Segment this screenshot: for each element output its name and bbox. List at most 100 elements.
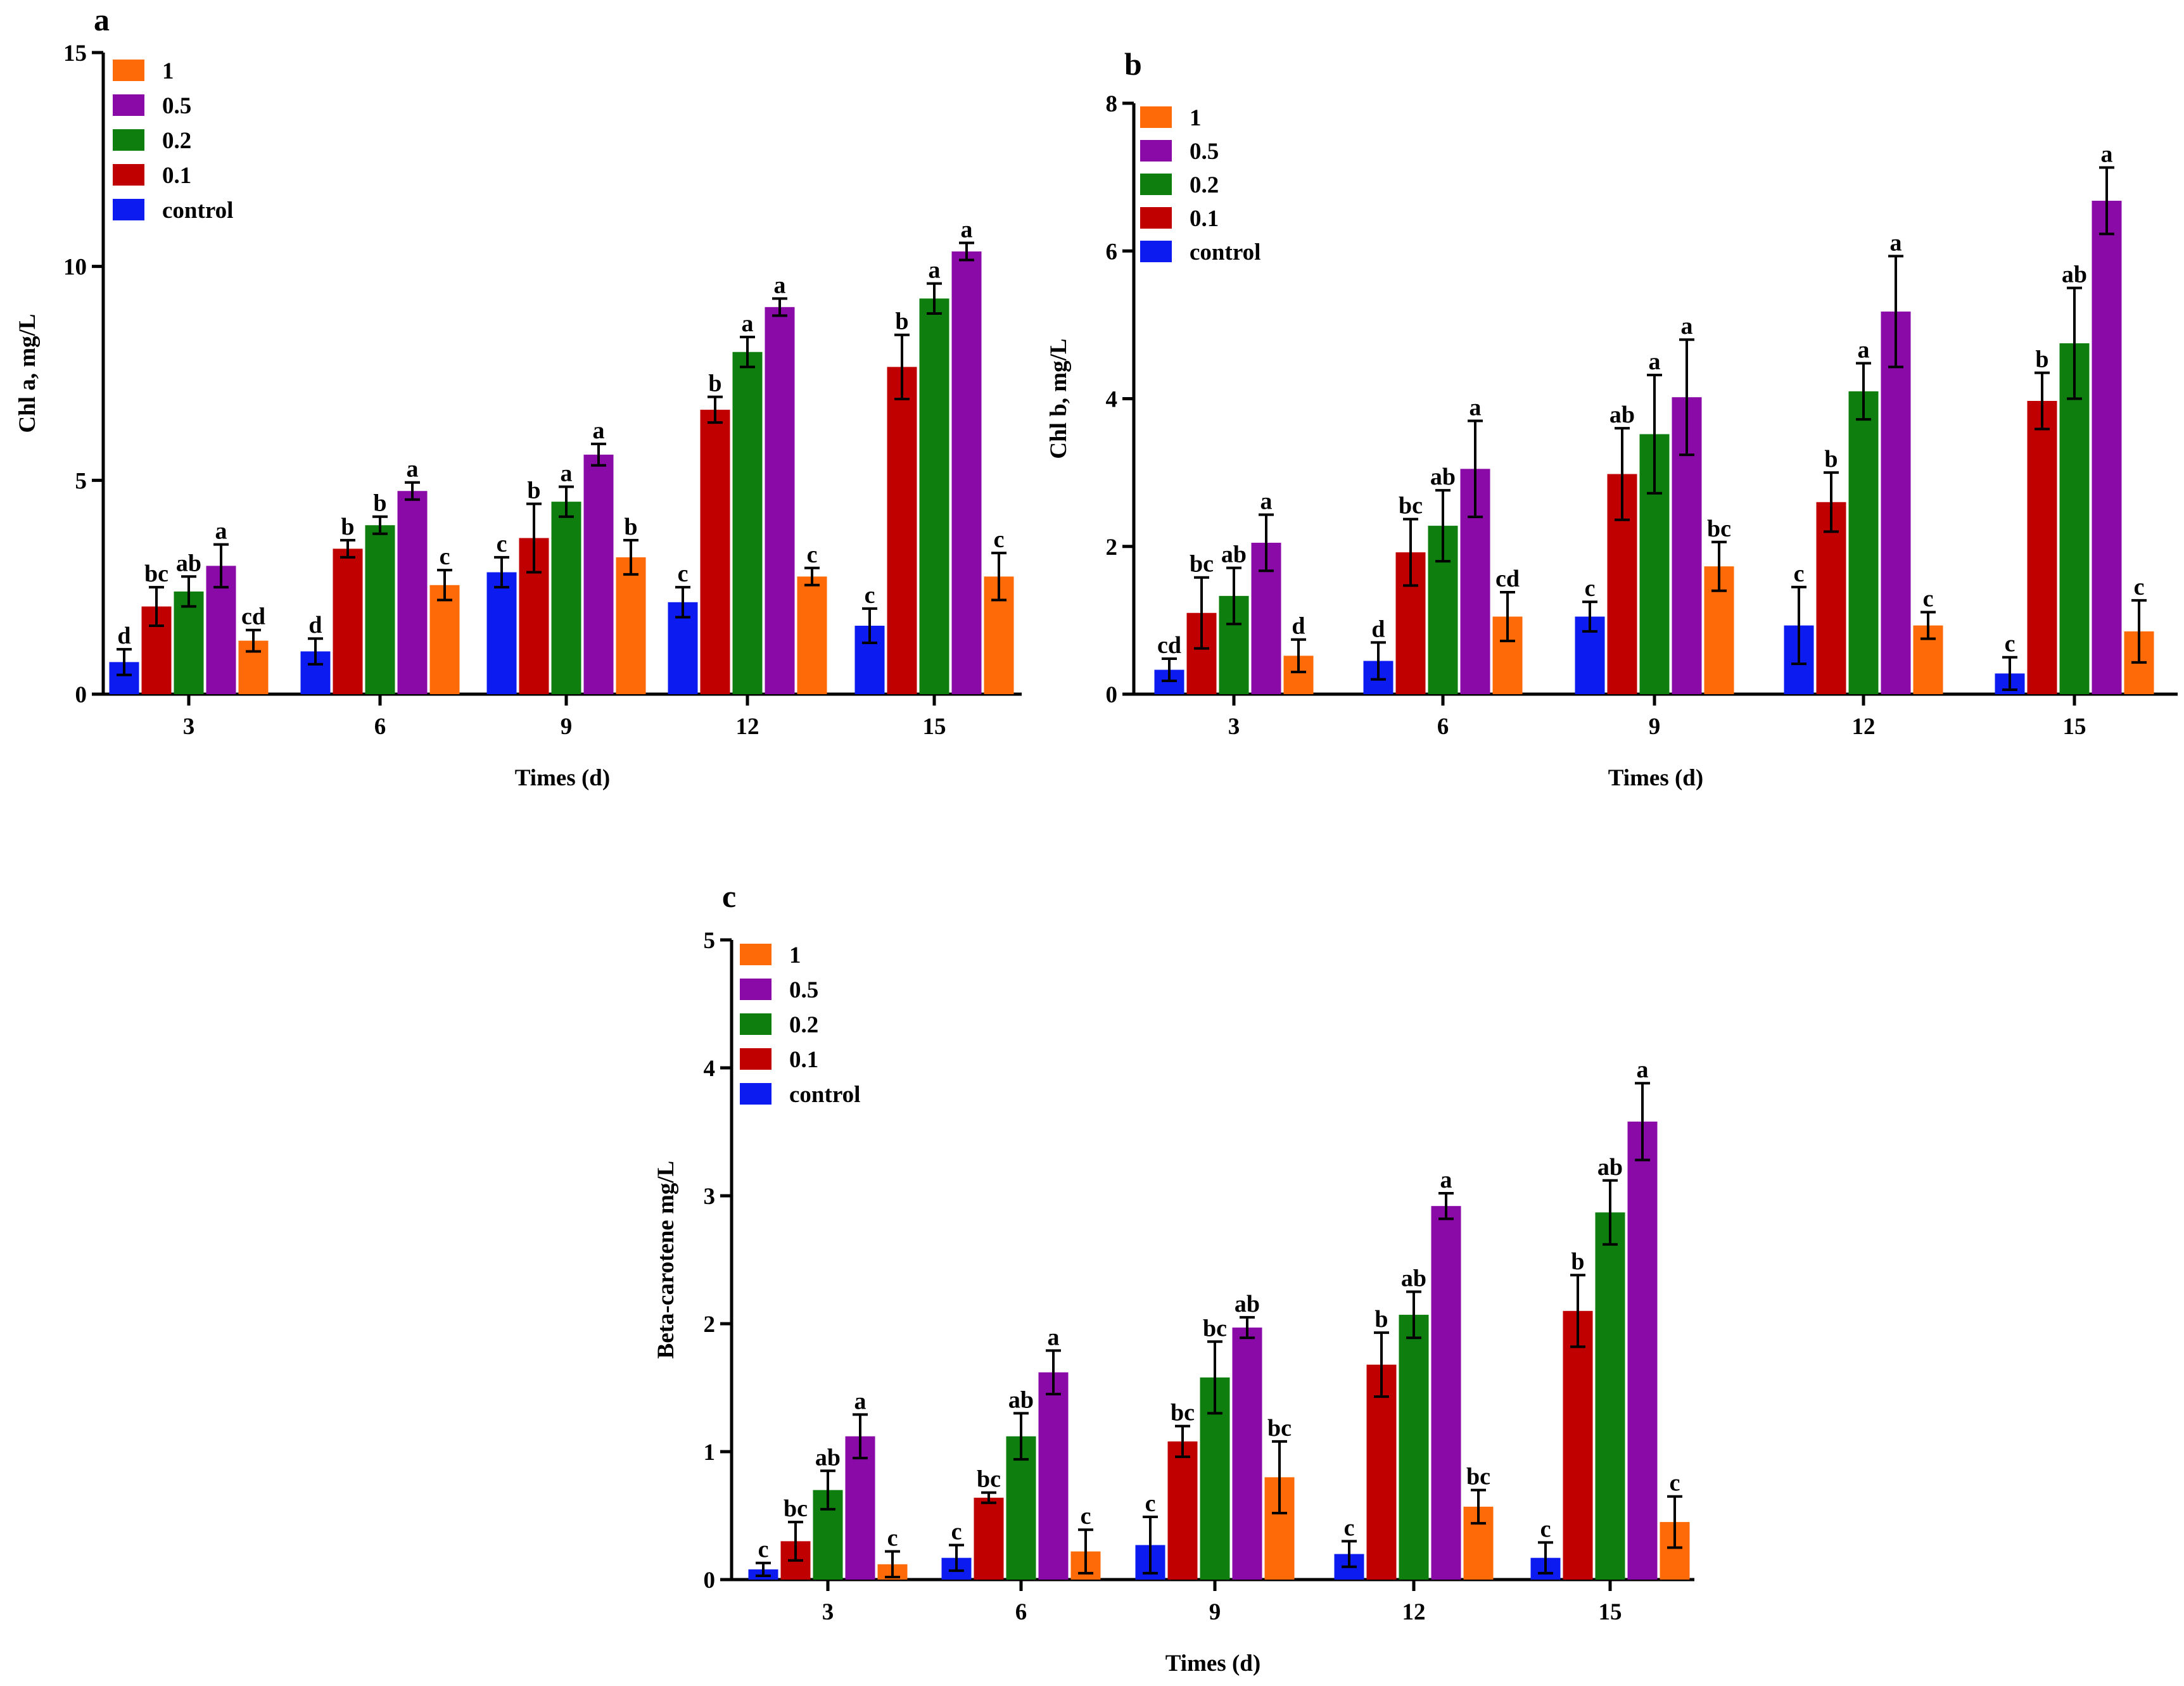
significance-label: c	[1344, 1514, 1355, 1541]
bar-0_1	[1167, 1441, 1198, 1580]
significance-label: c	[887, 1525, 898, 1552]
legend-label: 0.5	[162, 93, 191, 119]
significance-label: a	[561, 460, 573, 486]
legend-label: 0.1	[789, 1047, 818, 1073]
significance-label: c	[865, 582, 875, 609]
bar-1	[429, 585, 460, 694]
x-axis-title: Times (d)	[515, 765, 610, 791]
bar-0_5	[1038, 1372, 1069, 1580]
y-tick-label: 0	[75, 682, 87, 708]
significance-label: c	[1794, 561, 1805, 587]
x-tick-label: 12	[1852, 714, 1876, 740]
bar-0_1	[974, 1497, 1004, 1580]
significance-label: a	[1470, 394, 1482, 421]
significance-label: a	[929, 257, 941, 284]
panel-label: a	[94, 2, 110, 37]
x-tick-label: 12	[736, 714, 759, 740]
significance-label: bc	[1171, 1400, 1195, 1426]
significance-label: bc	[784, 1495, 808, 1522]
bar-0_5	[765, 307, 795, 694]
x-axis-title: Times (d)	[1608, 765, 1703, 791]
legend-label: 0.1	[162, 163, 191, 189]
significance-label: a	[1260, 488, 1273, 515]
legend-swatch	[1140, 140, 1172, 162]
significance-label: bc	[1203, 1315, 1227, 1341]
significance-label: c	[440, 543, 450, 570]
x-tick-label: 12	[1402, 1599, 1426, 1625]
legend-label: 0.5	[1190, 139, 1219, 165]
significance-label: ab	[176, 550, 201, 576]
y-tick-label: 5	[75, 468, 87, 494]
significance-label: c	[678, 561, 689, 587]
significance-label: bc	[144, 561, 168, 587]
significance-label: c	[994, 526, 1005, 553]
bar-1	[616, 557, 646, 694]
significance-label: ab	[1008, 1386, 1034, 1413]
y-tick-label: 2	[704, 1312, 716, 1338]
bar-0_2	[1399, 1314, 1429, 1580]
legend-swatch	[740, 944, 771, 965]
bar-0_5	[1627, 1121, 1658, 1580]
significance-label: a	[215, 518, 227, 545]
panel-label: c	[722, 878, 736, 914]
x-tick-label: 15	[1599, 1599, 1622, 1625]
significance-label: a	[961, 217, 973, 243]
significance-label: c	[1923, 586, 1934, 612]
significance-label: ab	[1430, 464, 1456, 490]
significance-label: a	[854, 1388, 867, 1414]
significance-label: c	[497, 531, 507, 557]
significance-label: b	[373, 490, 386, 517]
significance-label: d	[1292, 613, 1305, 640]
significance-label: bc	[1466, 1464, 1490, 1490]
y-tick-label: 5	[704, 928, 716, 954]
y-tick-label: 3	[704, 1184, 716, 1210]
y-tick-label: 0	[704, 1568, 716, 1594]
significance-label: a	[742, 310, 754, 337]
significance-label: ab	[1221, 542, 1247, 568]
legend-swatch	[113, 60, 144, 81]
significance-label: c	[1670, 1470, 1680, 1497]
significance-label: c	[2134, 574, 2145, 600]
significance-label: a	[1048, 1324, 1060, 1350]
x-tick-label: 15	[923, 714, 946, 740]
significance-label: a	[1440, 1167, 1452, 1193]
legend-swatch	[740, 1048, 771, 1070]
legend-label: 0.2	[789, 1012, 818, 1038]
significance-label: a	[2101, 141, 2113, 167]
significance-label: cd	[241, 604, 265, 630]
bar-0_2	[365, 525, 395, 694]
legend-label: 1	[1190, 105, 1202, 131]
bar-0_1	[2027, 400, 2057, 694]
legend-swatch	[113, 199, 144, 220]
legend-swatch	[1140, 207, 1172, 229]
significance-label: c	[758, 1537, 769, 1563]
significance-label: cd	[1495, 566, 1520, 592]
x-tick-label: 3	[183, 714, 195, 740]
y-tick-label: 6	[1106, 239, 1118, 265]
legend-label: control	[789, 1082, 860, 1108]
significance-label: c	[1585, 575, 1596, 602]
bar-0_1	[1563, 1310, 1593, 1580]
bar-0_2	[732, 352, 763, 694]
legend-swatch	[113, 94, 144, 116]
significance-label: bc	[1399, 493, 1423, 519]
bar-0_1	[333, 548, 363, 694]
bar-0_5	[2092, 200, 2122, 694]
significance-label: c	[1540, 1516, 1551, 1542]
y-tick-label: 2	[1106, 535, 1118, 561]
legend-label: 0.2	[1190, 172, 1219, 198]
significance-label: a	[1649, 348, 1661, 375]
bar-0_2	[551, 502, 581, 694]
bar-0_1	[1816, 502, 1846, 694]
bar-0_2	[174, 591, 204, 694]
legend-label: 0.5	[789, 977, 818, 1003]
significance-label: a	[593, 417, 605, 444]
y-tick-label: 1	[704, 1440, 716, 1466]
significance-label: a	[1681, 313, 1693, 339]
y-tick-label: 8	[1106, 91, 1118, 117]
legend-label: control	[1190, 239, 1260, 265]
bar-0_2	[1595, 1212, 1625, 1580]
